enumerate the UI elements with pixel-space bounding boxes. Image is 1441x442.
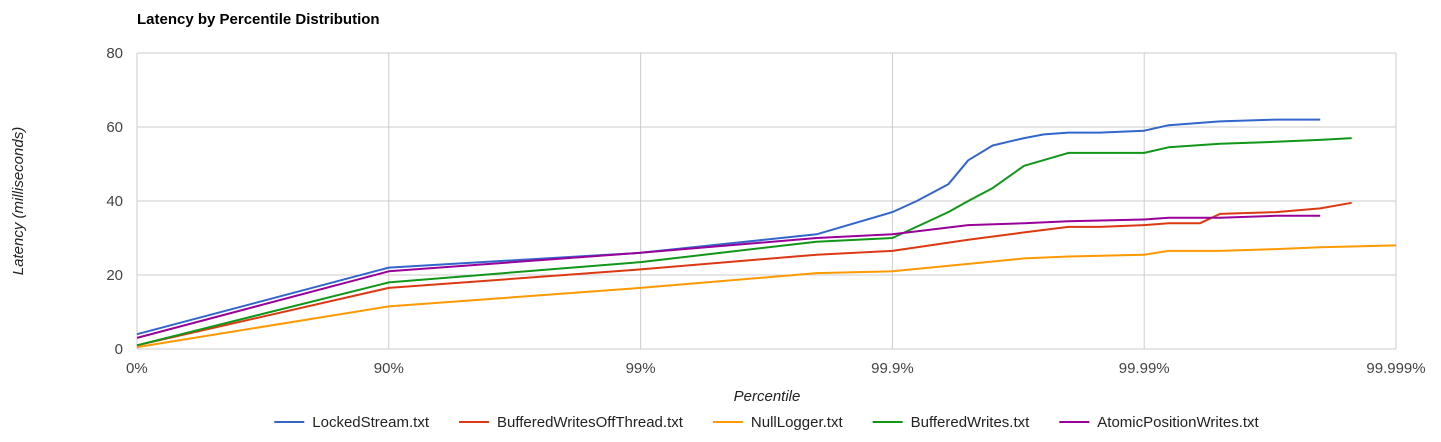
x-tick-label: 99.99% bbox=[1119, 360, 1170, 377]
series-lines bbox=[136, 118, 1397, 349]
y-tick-label: 0 bbox=[115, 341, 123, 358]
legend-label: LockedStream.txt bbox=[312, 414, 430, 431]
legend-item[interactable]: NullLogger.txt bbox=[712, 414, 844, 431]
y-tick-label: 20 bbox=[106, 267, 123, 284]
y-tick-label: 60 bbox=[106, 119, 123, 136]
legend-item[interactable]: BufferedWritesOffThread.txt bbox=[458, 414, 684, 431]
x-tick-label: 90% bbox=[374, 360, 404, 377]
x-axis-title: Percentile bbox=[734, 388, 801, 405]
series-line-0 bbox=[136, 118, 1321, 336]
legend: LockedStream.txt BufferedWritesOffThread.… bbox=[274, 414, 1260, 431]
x-tick-label: 99% bbox=[626, 360, 656, 377]
series-line-3 bbox=[136, 137, 1352, 347]
series-line-2 bbox=[136, 244, 1397, 349]
series-line-4 bbox=[136, 214, 1321, 339]
legend-item[interactable]: AtomicPositionWrites.txt bbox=[1059, 414, 1260, 431]
legend-label: NullLogger.txt bbox=[751, 414, 844, 431]
x-tick-label: 0% bbox=[126, 360, 148, 377]
legend-label: AtomicPositionWrites.txt bbox=[1097, 414, 1259, 431]
y-tick-label: 40 bbox=[106, 193, 123, 210]
legend-item[interactable]: BufferedWrites.txt bbox=[872, 414, 1030, 431]
x-tick-label: 99.9% bbox=[871, 360, 914, 377]
chart-title: Latency by Percentile Distribution bbox=[137, 11, 380, 28]
legend-label: BufferedWritesOffThread.txt bbox=[497, 414, 684, 431]
legend-label: BufferedWrites.txt bbox=[911, 414, 1030, 431]
y-axis-title: Latency (milliseconds) bbox=[10, 127, 27, 275]
x-tick-label: 99.999% bbox=[1366, 360, 1425, 377]
grid bbox=[136, 52, 1397, 350]
y-tick-label: 80 bbox=[106, 45, 123, 62]
series-line-1 bbox=[136, 201, 1352, 347]
legend-item[interactable]: LockedStream.txt bbox=[274, 414, 430, 431]
axis-ticks: 0 20 40 60 80 0% 90% 99% 99.9% 99.99% 99.999% bbox=[106, 45, 1425, 377]
